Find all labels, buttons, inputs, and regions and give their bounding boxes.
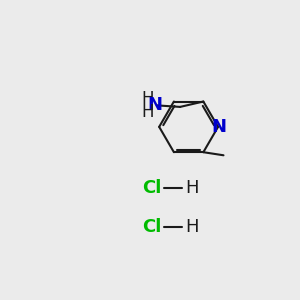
Text: Cl: Cl [142, 179, 162, 197]
Text: H: H [141, 103, 154, 121]
Text: H: H [185, 179, 199, 197]
Text: Cl: Cl [142, 218, 162, 236]
Text: N: N [211, 118, 226, 136]
Text: H: H [185, 218, 199, 236]
Text: H: H [141, 90, 154, 108]
Text: N: N [147, 96, 162, 114]
